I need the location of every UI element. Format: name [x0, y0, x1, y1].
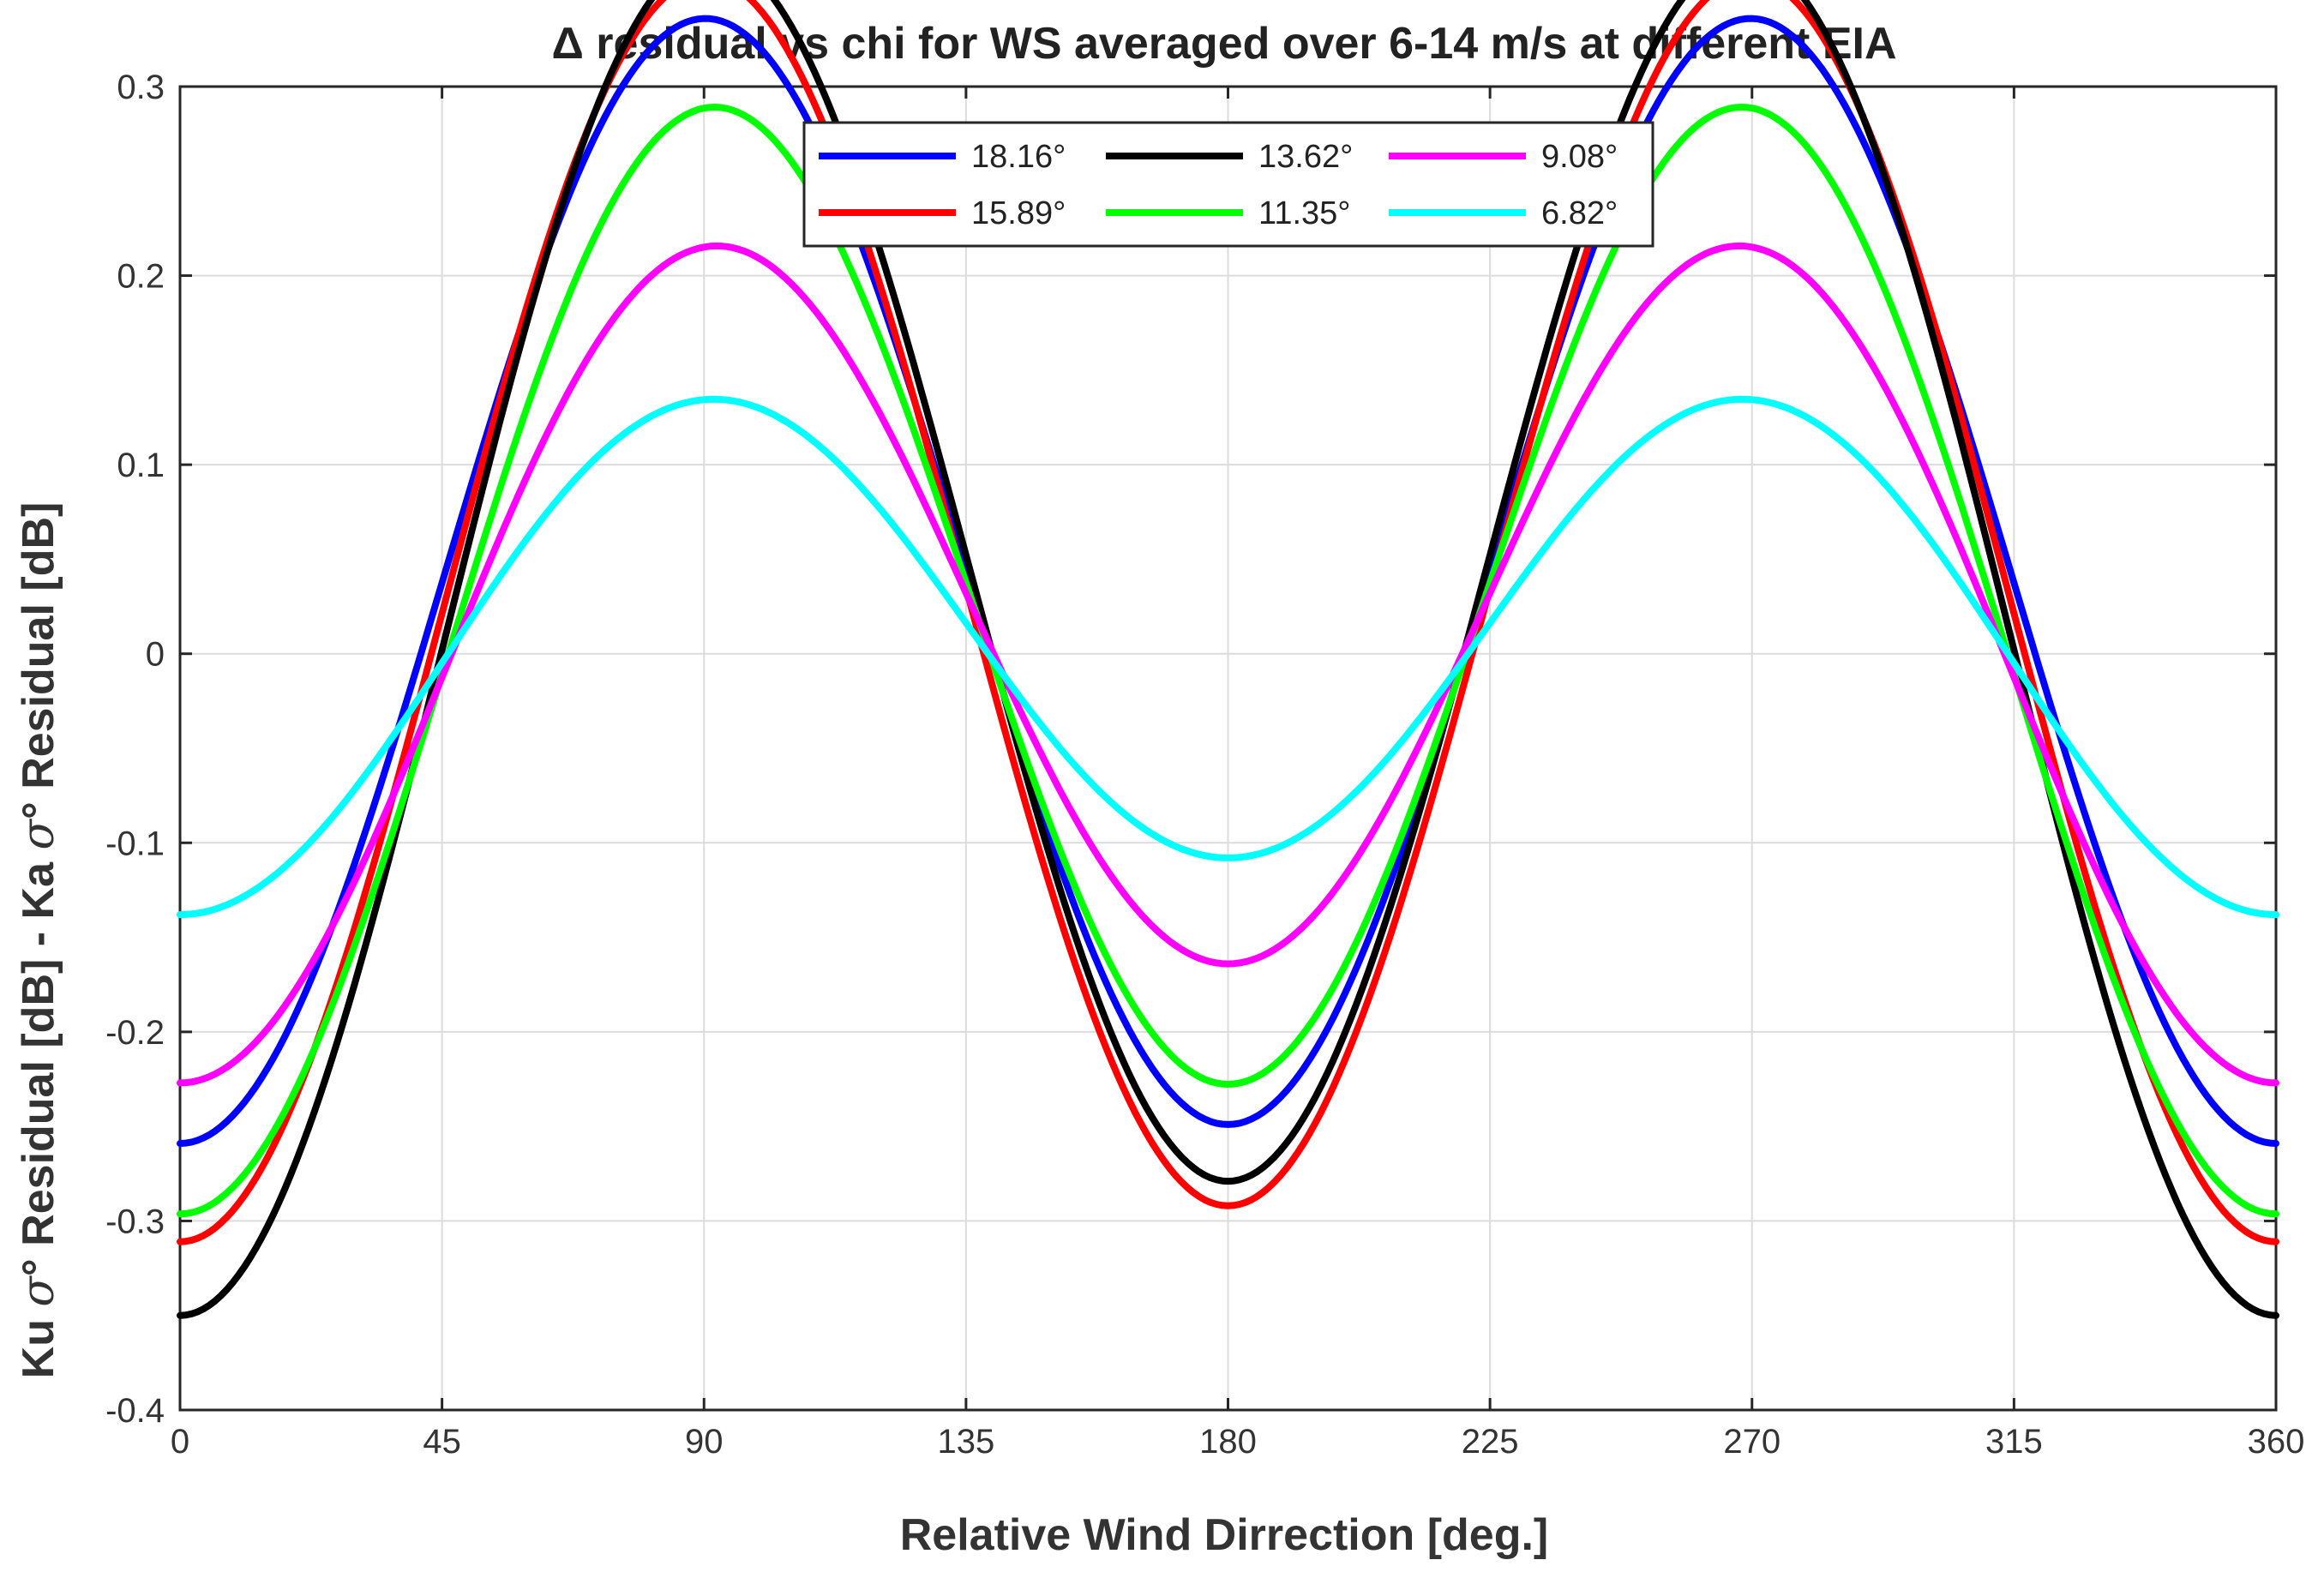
x-tick-label: 270 [1723, 1423, 1781, 1461]
legend-label: 15.89° [971, 195, 1066, 231]
x-tick-label: 360 [2248, 1423, 2305, 1461]
x-tick-label: 45 [423, 1423, 461, 1461]
y-tick-label: -0.2 [105, 1014, 165, 1052]
series-line-9.08° [177, 242, 2279, 1087]
series-line-15.89° [177, 0, 2279, 1245]
y-axis-ticks: -0.4 -0.3 -0.2 -0.1 0 0.1 0.2 0.3 [105, 69, 2276, 1430]
y-tick-label: 0 [146, 636, 165, 674]
x-tick-label: 225 [1462, 1423, 1519, 1461]
y-axis-label-sigma-2: σ [13, 819, 64, 850]
x-tick-label: 135 [938, 1423, 995, 1461]
legend-label: 18.16° [971, 139, 1066, 175]
y-tick-label: -0.1 [105, 825, 165, 862]
y-tick-label: 0.2 [117, 258, 165, 296]
x-tick-label: 315 [1985, 1423, 2043, 1461]
legend-label: 11.35° [1258, 195, 1350, 231]
legend-label: 6.82° [1541, 195, 1618, 231]
legend-box [802, 121, 1654, 248]
x-axis-label: Relative Wind Dirrection [deg.] [900, 1510, 1549, 1560]
series-line-11.35° [177, 104, 2279, 1218]
y-axis-label: Ku σ° Residual [dB] - Ka σ° Residual [dB… [13, 502, 64, 1379]
y-tick-label: -0.3 [105, 1203, 165, 1240]
y-axis-label-part-3: ° Residual [dB] [14, 502, 63, 819]
y-tick-label: -0.4 [105, 1392, 165, 1430]
x-tick-label: 0 [171, 1423, 189, 1461]
legend-label: 9.08° [1541, 139, 1618, 175]
legend: 18.16° 15.89° 13.62° 11.35° 9.08° 6.82° [802, 121, 1654, 248]
x-axis-ticks: 0 45 90 135 180 225 270 315 360 [171, 87, 2305, 1461]
y-tick-label: 0.3 [117, 69, 165, 106]
y-tick-label: 0.1 [117, 447, 165, 484]
y-axis-label-part-2: ° Residual [dB] - Ka [14, 850, 63, 1277]
y-axis-label-sigma-1: σ [13, 1275, 64, 1307]
series-group [177, 0, 2279, 1319]
x-tick-label: 180 [1199, 1423, 1257, 1461]
legend-label: 13.62° [1258, 139, 1353, 175]
grid [180, 87, 2276, 1410]
x-tick-label: 90 [685, 1423, 724, 1461]
series-line-13.62° [177, 0, 2279, 1319]
series-line-6.82° [177, 395, 2279, 919]
y-axis-label-part-1: Ku [14, 1307, 63, 1379]
